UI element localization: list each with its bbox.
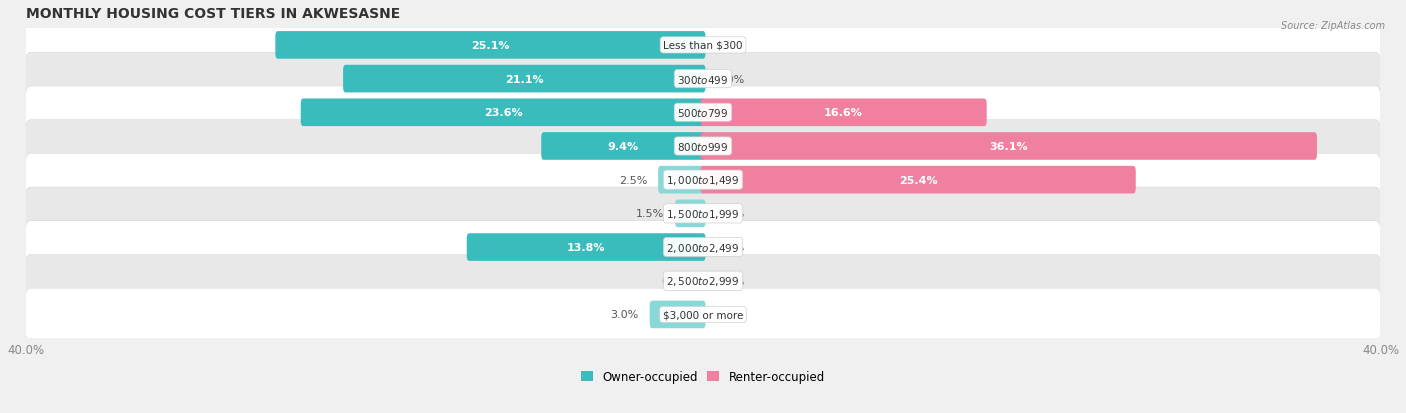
FancyBboxPatch shape (541, 133, 706, 160)
FancyBboxPatch shape (25, 53, 1381, 106)
Text: $1,000 to $1,499: $1,000 to $1,499 (666, 174, 740, 187)
FancyBboxPatch shape (25, 154, 1381, 206)
FancyBboxPatch shape (675, 200, 706, 228)
FancyBboxPatch shape (650, 301, 706, 328)
Text: 13.8%: 13.8% (567, 242, 606, 252)
FancyBboxPatch shape (25, 87, 1381, 139)
Text: 0.0%: 0.0% (717, 74, 745, 84)
Text: 0.0%: 0.0% (661, 276, 689, 286)
Text: 0.0%: 0.0% (717, 242, 745, 252)
Text: Source: ZipAtlas.com: Source: ZipAtlas.com (1281, 21, 1385, 31)
FancyBboxPatch shape (25, 255, 1381, 307)
Text: $300 to $499: $300 to $499 (678, 74, 728, 85)
Text: 16.6%: 16.6% (824, 108, 863, 118)
Text: 1.5%: 1.5% (636, 209, 664, 219)
Text: 21.1%: 21.1% (505, 74, 544, 84)
Legend: Owner-occupied, Renter-occupied: Owner-occupied, Renter-occupied (576, 366, 830, 388)
Text: 0.0%: 0.0% (717, 41, 745, 51)
FancyBboxPatch shape (658, 166, 706, 194)
Text: 25.4%: 25.4% (898, 175, 938, 185)
Text: $2,000 to $2,499: $2,000 to $2,499 (666, 241, 740, 254)
Text: 0.0%: 0.0% (717, 209, 745, 219)
Text: 23.6%: 23.6% (484, 108, 523, 118)
FancyBboxPatch shape (301, 99, 706, 127)
Text: Less than $300: Less than $300 (664, 41, 742, 51)
Text: MONTHLY HOUSING COST TIERS IN AKWESASNE: MONTHLY HOUSING COST TIERS IN AKWESASNE (25, 7, 399, 21)
Text: $800 to $999: $800 to $999 (678, 141, 728, 153)
Text: $1,500 to $1,999: $1,500 to $1,999 (666, 207, 740, 220)
FancyBboxPatch shape (25, 221, 1381, 274)
FancyBboxPatch shape (25, 188, 1381, 240)
Text: 0.0%: 0.0% (717, 310, 745, 320)
Text: 25.1%: 25.1% (471, 41, 510, 51)
FancyBboxPatch shape (25, 19, 1381, 72)
Text: 0.0%: 0.0% (717, 276, 745, 286)
FancyBboxPatch shape (700, 99, 987, 127)
Text: 2.5%: 2.5% (619, 175, 647, 185)
FancyBboxPatch shape (343, 66, 706, 93)
FancyBboxPatch shape (700, 133, 1317, 160)
Text: 3.0%: 3.0% (610, 310, 638, 320)
FancyBboxPatch shape (467, 234, 706, 261)
Text: $3,000 or more: $3,000 or more (662, 310, 744, 320)
FancyBboxPatch shape (700, 166, 1136, 194)
Text: 36.1%: 36.1% (990, 142, 1028, 152)
Text: $500 to $799: $500 to $799 (678, 107, 728, 119)
Text: $2,500 to $2,999: $2,500 to $2,999 (666, 275, 740, 287)
FancyBboxPatch shape (276, 32, 706, 59)
Text: 9.4%: 9.4% (607, 142, 638, 152)
FancyBboxPatch shape (25, 288, 1381, 341)
FancyBboxPatch shape (25, 121, 1381, 173)
